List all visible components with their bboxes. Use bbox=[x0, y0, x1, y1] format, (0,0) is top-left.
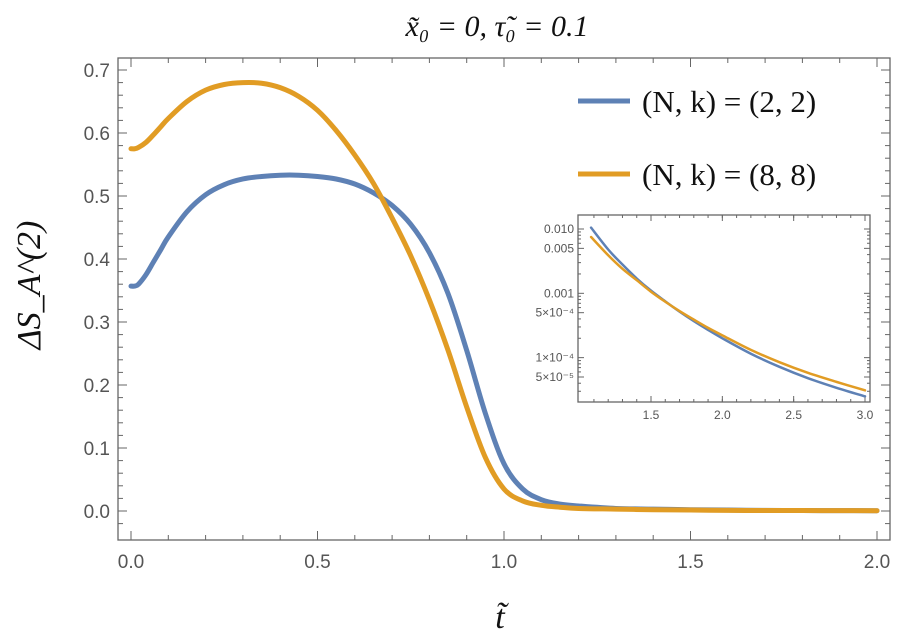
x-tick-label: 1.5 bbox=[677, 552, 703, 573]
inset-plot-frame bbox=[577, 214, 871, 403]
inset-series-line-1 bbox=[589, 226, 867, 398]
legend: (N, k) = (2, 2) (N, k) = (8, 8) bbox=[578, 84, 816, 192]
main-axis-ticks: 0.0 0.5 1.0 1.5 2.0 0.0 0.1 0.2 0.3 0.4 0.5 0.6 0.7 bbox=[84, 58, 890, 573]
inset-series-line-2 bbox=[589, 235, 867, 392]
y-tick-label: 0.5 bbox=[84, 187, 110, 208]
inset-y-tick-label: 5×10⁻⁴ bbox=[535, 306, 574, 320]
inset-y-tick-label: 1×10⁻⁴ bbox=[535, 351, 574, 365]
chart-title: x̃₀ = 0, τ̃₀ = 0.1 bbox=[405, 10, 589, 43]
y-tick-label: 0.0 bbox=[84, 502, 110, 523]
y-axis-label: ΔS_A^(2) bbox=[11, 221, 48, 352]
inset-background bbox=[578, 215, 870, 402]
legend-label-series-1: (N, k) = (2, 2) bbox=[642, 84, 816, 119]
inset-x-tick-label: 2.0 bbox=[714, 408, 731, 422]
x-tick-label: 2.0 bbox=[864, 552, 890, 573]
inset-x-tick-label: 2.5 bbox=[785, 408, 802, 422]
x-tick-label: 0.5 bbox=[304, 552, 330, 573]
inset-axis-ticks: 1.5 2.0 2.5 3.0 0.010 0.005 0.001 5×10⁻⁴ 1×10⁻⁴ 5… bbox=[535, 215, 874, 422]
series-line-2 bbox=[128, 79, 880, 514]
y-tick-label: 0.4 bbox=[84, 250, 111, 271]
inset-y-tick-label: 0.005 bbox=[544, 241, 574, 255]
inset-x-tick-label: 3.0 bbox=[857, 408, 874, 422]
y-tick-label: 0.1 bbox=[84, 439, 110, 460]
inset-x-tick-label: 1.5 bbox=[643, 408, 660, 422]
legend-label-series-2: (N, k) = (8, 8) bbox=[642, 157, 816, 192]
inset-y-tick-label: 5×10⁻⁵ bbox=[536, 370, 574, 384]
x-tick-label: 0.0 bbox=[118, 552, 144, 573]
y-tick-label: 0.7 bbox=[84, 61, 110, 82]
y-tick-label: 0.3 bbox=[84, 313, 110, 334]
inset-y-tick-label: 0.010 bbox=[544, 222, 574, 236]
inset-y-tick-label: 0.001 bbox=[544, 286, 574, 300]
main-series-lines bbox=[128, 79, 880, 514]
inset-series-lines bbox=[589, 226, 867, 398]
y-tick-label: 0.2 bbox=[84, 376, 110, 397]
x-tick-label: 1.0 bbox=[491, 552, 517, 573]
y-tick-label: 0.6 bbox=[84, 124, 110, 145]
